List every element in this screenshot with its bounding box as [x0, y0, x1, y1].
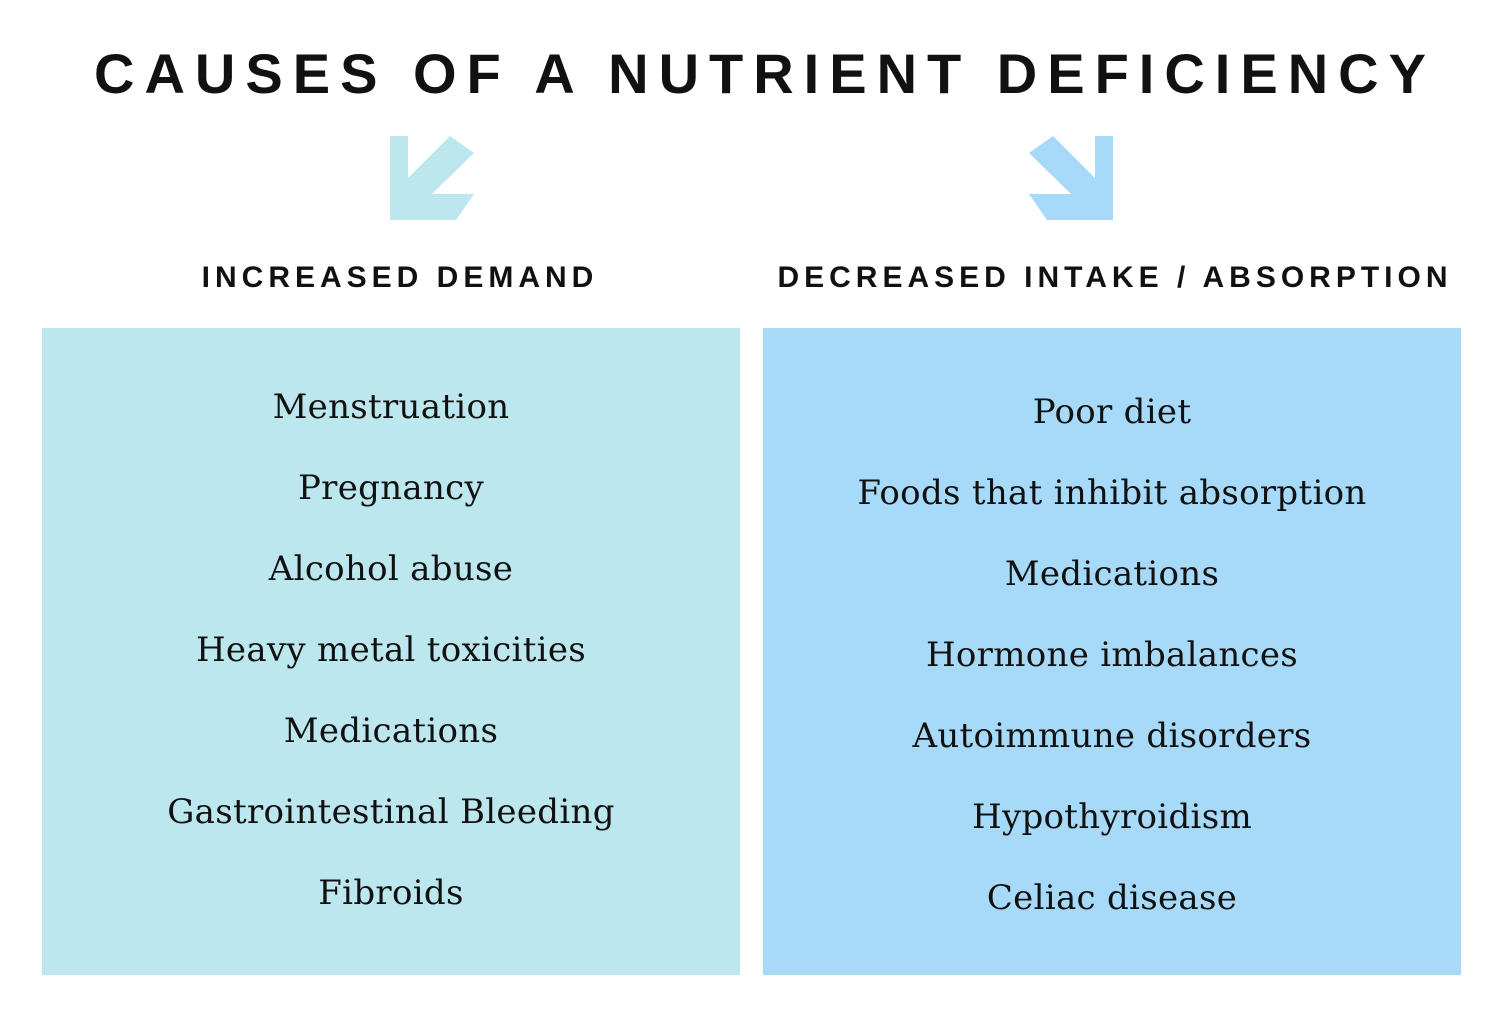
list-item: Autoimmune disorders	[912, 716, 1312, 756]
list-item: Medications	[283, 711, 499, 751]
decreased-intake-heading: DECREASED INTAKE / ABSORPTION	[777, 261, 1453, 294]
arrow-down-right-shape	[1029, 136, 1113, 220]
list-item: Hormone imbalances	[925, 635, 1299, 675]
decreased-intake-panel: Poor diet Foods that inhibit absorption …	[763, 328, 1461, 975]
increased-demand-list: Menstruation Pregnancy Alcohol abuse Hea…	[42, 380, 740, 947]
list-item: Medications	[1004, 554, 1220, 594]
list-item: Poor diet	[1032, 392, 1192, 432]
arrow-down-left-shape	[390, 136, 474, 220]
list-item: Pregnancy	[297, 468, 485, 508]
decreased-intake-list: Poor diet Foods that inhibit absorption …	[763, 385, 1461, 952]
arrow-down-right-icon	[1029, 136, 1113, 220]
list-item: Gastrointestinal Bleeding	[167, 792, 615, 832]
list-item: Fibroids	[318, 873, 464, 913]
page-title: CAUSES OF A NUTRIENT DEFICIENCY	[94, 42, 1436, 105]
list-item: Menstruation	[272, 387, 510, 427]
increased-demand-heading: INCREASED DEMAND	[201, 261, 599, 294]
list-item: Heavy metal toxicities	[195, 630, 587, 670]
list-item: Alcohol abuse	[268, 549, 514, 589]
list-item: Celiac disease	[986, 878, 1238, 918]
increased-demand-panel: Menstruation Pregnancy Alcohol abuse Hea…	[42, 328, 740, 975]
list-item: Foods that inhibit absorption	[857, 473, 1367, 513]
list-item: Hypothyroidism	[972, 797, 1252, 837]
arrow-down-left-icon	[390, 136, 474, 220]
